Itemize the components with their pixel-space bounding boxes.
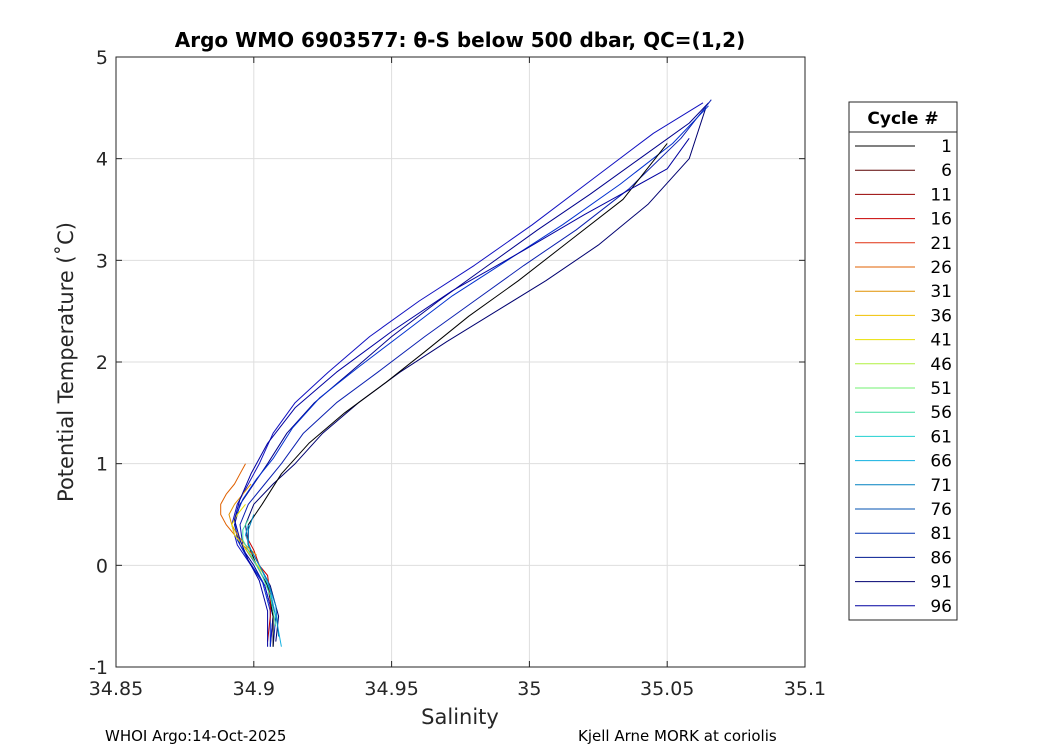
legend-entry-label: 96 [930,597,952,617]
chart-title: Argo WMO 6903577: θ-S below 500 dbar, QC… [175,28,745,52]
legend-entry-label: 31 [930,282,952,302]
legend-entry-label: 1 [941,137,952,157]
legend-title: Cycle # [867,109,938,129]
y-tick-label: 2 [96,352,108,374]
series-line-10 [242,519,277,627]
x-tick-label: 35 [517,678,541,700]
legend-entry-label: 41 [930,331,952,351]
series-line-3 [245,107,707,642]
x-tick-label: 35.05 [640,678,694,700]
legend-entry-label: 46 [930,355,952,375]
series-line-0 [234,102,709,647]
legend: Cycle # 16111621263136414651566166717681… [848,101,958,621]
legend-entry-label: 61 [930,427,952,447]
series-line-6 [245,534,271,642]
legend-entry-label: 6 [941,161,952,181]
legend-entry-label: 16 [930,210,952,230]
series-line-1 [239,99,712,647]
legend-entry-label: 51 [930,379,952,399]
x-axis-label: Salinity [421,705,499,729]
y-tick-label: 3 [96,250,108,272]
legend-entry-label: 71 [930,476,952,496]
legend-entry-label: 86 [930,548,952,568]
series-line-2 [231,102,704,645]
legend-entry-label: 56 [930,403,952,423]
footer-left: WHOI Argo:14-Oct-2025 [105,727,286,745]
x-tick-label: 34.9 [233,678,275,700]
legend-entry-label: 66 [930,452,952,472]
grid [115,56,806,668]
series-lines [220,99,712,647]
legend-entry-label: 91 [930,573,952,593]
y-axis-ticks: -1 0 1 2 3 4 5 [89,47,805,679]
legend-entry-label: 81 [930,524,952,544]
legend-entry-label: 21 [930,234,952,254]
series-line-13 [234,138,690,647]
y-tick-label: 4 [96,149,108,171]
y-tick-label: 1 [96,454,108,476]
legend-entry-label: 36 [930,306,952,326]
x-axis-ticks: 34.85 34.9 34.95 35 35.05 35.1 [89,57,826,700]
y-axis-label: Potential Temperature (˚C) [54,222,78,502]
y-tick-label: -1 [89,657,108,679]
legend-entry-label: 26 [930,258,952,278]
legend-entry-label: 11 [930,185,952,205]
series-line-12 [247,514,280,637]
x-tick-label: 35.1 [784,678,826,700]
y-tick-label: 0 [96,555,108,577]
y-tick-label: 5 [96,47,108,69]
x-tick-label: 34.85 [89,678,143,700]
series-line-5 [247,143,668,647]
x-tick-label: 34.95 [364,678,418,700]
footer-right: Kjell Arne MORK at coriolis [578,727,777,745]
legend-entry-label: 76 [930,500,952,520]
